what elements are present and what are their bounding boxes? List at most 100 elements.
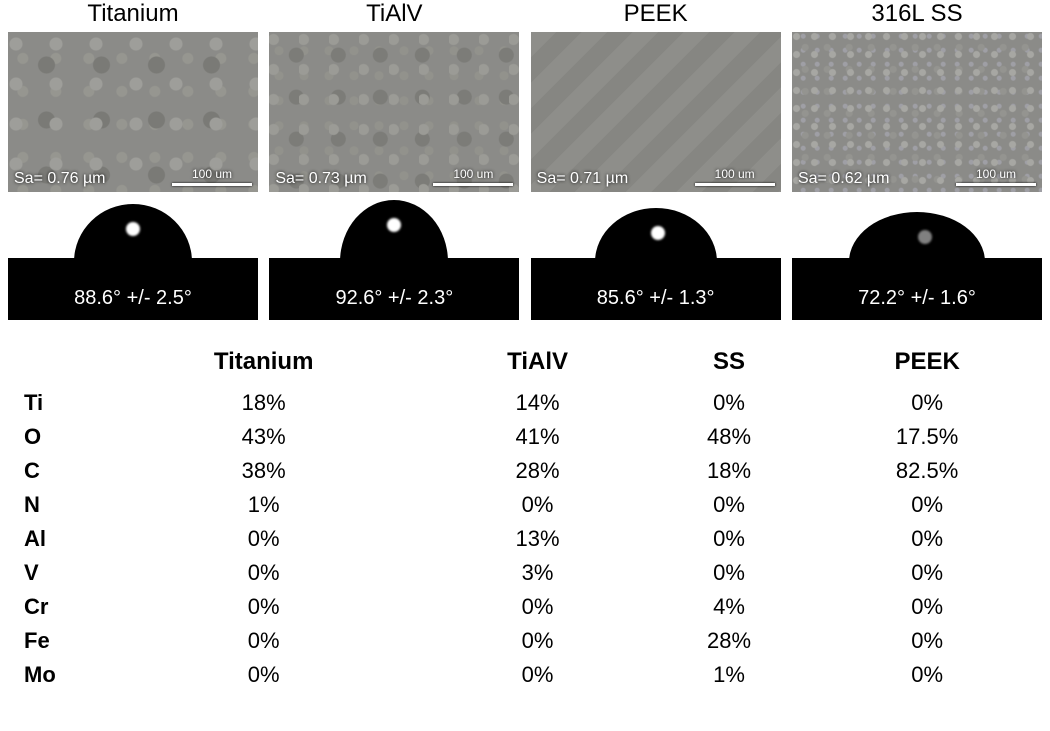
- composition-value: 0%: [812, 624, 1042, 658]
- sem-micrograph: Sa= 0.71 µm 100 um: [531, 32, 781, 192]
- panel-title: Titanium: [87, 0, 178, 28]
- composition-value: 0%: [429, 658, 646, 692]
- composition-value: 0%: [429, 624, 646, 658]
- panel-column: TiAlV Sa= 0.73 µm 100 um 92.6° +/- 2.3°: [269, 0, 519, 320]
- composition-value: 0%: [812, 522, 1042, 556]
- contact-angle-value: 92.6° +/- 2.3°: [269, 287, 519, 310]
- sem-micrograph: Sa= 0.76 µm 100 um: [8, 32, 258, 192]
- composition-value: 0%: [98, 556, 429, 590]
- table-row: Al0%13%0%0%: [8, 522, 1042, 556]
- composition-value: 17.5%: [812, 420, 1042, 454]
- composition-value: 13%: [429, 522, 646, 556]
- table-row: N1%0%0%0%: [8, 488, 1042, 522]
- element-symbol: C: [8, 454, 98, 488]
- composition-value: 43%: [98, 420, 429, 454]
- roughness-label: Sa= 0.71 µm: [537, 170, 629, 188]
- composition-value: 28%: [429, 454, 646, 488]
- scale-bar: [433, 183, 513, 186]
- contact-angle-image: 72.2° +/- 1.6°: [792, 200, 1042, 320]
- composition-value: 28%: [646, 624, 812, 658]
- composition-value: 38%: [98, 454, 429, 488]
- table-column-header: PEEK: [812, 344, 1042, 386]
- contact-angle-value: 88.6° +/- 2.5°: [8, 287, 258, 310]
- sem-micrograph: Sa= 0.73 µm 100 um: [269, 32, 519, 192]
- contact-angle-value: 72.2° +/- 1.6°: [792, 287, 1042, 310]
- composition-value: 0%: [812, 658, 1042, 692]
- element-symbol: Ti: [8, 386, 98, 420]
- composition-value: 0%: [98, 522, 429, 556]
- panel-column: 316L SS Sa= 0.62 µm 100 um 72.2° +/- 1.6°: [792, 0, 1042, 320]
- table-row: Ti18%14%0%0%: [8, 386, 1042, 420]
- sem-micrograph: Sa= 0.62 µm 100 um: [792, 32, 1042, 192]
- table-row: Cr0%0%4%0%: [8, 590, 1042, 624]
- scale-bar-label: 100 um: [433, 167, 513, 181]
- contact-angle-image: 85.6° +/- 1.3°: [531, 200, 781, 320]
- table-column-header: Titanium: [98, 344, 429, 386]
- scale-bar-group: 100 um: [172, 167, 252, 186]
- element-symbol: Mo: [8, 658, 98, 692]
- panel-column: Titanium Sa= 0.76 µm 100 um 88.6° +/- 2.5°: [8, 0, 258, 320]
- composition-value: 0%: [646, 556, 812, 590]
- contact-angle-image: 92.6° +/- 2.3°: [269, 200, 519, 320]
- droplet: [849, 212, 985, 262]
- scale-bar-group: 100 um: [433, 167, 513, 186]
- composition-value: 0%: [812, 590, 1042, 624]
- table-row: C38%28%18%82.5%: [8, 454, 1042, 488]
- scale-bar: [172, 183, 252, 186]
- composition-value: 41%: [429, 420, 646, 454]
- scale-bar: [695, 183, 775, 186]
- scale-bar-group: 100 um: [695, 167, 775, 186]
- composition-value: 0%: [98, 590, 429, 624]
- composition-value: 0%: [98, 624, 429, 658]
- table-row: O43%41%48%17.5%: [8, 420, 1042, 454]
- contact-angle-image: 88.6° +/- 2.5°: [8, 200, 258, 320]
- scale-bar-label: 100 um: [172, 167, 252, 181]
- roughness-label: Sa= 0.73 µm: [275, 170, 367, 188]
- figure-root: TitaniumSa= 0.76 µm100 um88.6° +/- 2.5°T…: [0, 0, 1050, 692]
- composition-value: 82.5%: [812, 454, 1042, 488]
- panel-title: PEEK: [624, 0, 688, 28]
- scale-bar: [956, 183, 1036, 186]
- composition-table-body: Ti18%14%0%0%O43%41%48%17.5%C38%28%18%82.…: [8, 386, 1042, 692]
- table-row: Fe0%0%28%0%: [8, 624, 1042, 658]
- panel-title: 316L SS: [871, 0, 962, 28]
- composition-value: 0%: [812, 556, 1042, 590]
- composition-value: 0%: [429, 488, 646, 522]
- element-symbol: Al: [8, 522, 98, 556]
- element-symbol: Cr: [8, 590, 98, 624]
- table-row: Mo0%0%1%0%: [8, 658, 1042, 692]
- composition-value: 1%: [98, 488, 429, 522]
- composition-value: 18%: [98, 386, 429, 420]
- scale-bar-label: 100 um: [695, 167, 775, 181]
- composition-value: 0%: [98, 658, 429, 692]
- composition-value: 0%: [429, 590, 646, 624]
- element-symbol: V: [8, 556, 98, 590]
- roughness-label: Sa= 0.62 µm: [798, 170, 890, 188]
- composition-value: 0%: [812, 488, 1042, 522]
- scale-bar-group: 100 um: [956, 167, 1036, 186]
- composition-table-head: TitaniumTiAlVSSPEEK: [8, 344, 1042, 386]
- panel-title: TiAlV: [366, 0, 422, 28]
- scale-bar-label: 100 um: [956, 167, 1036, 181]
- table-column-header: SS: [646, 344, 812, 386]
- composition-value: 0%: [646, 386, 812, 420]
- element-symbol: O: [8, 420, 98, 454]
- droplet-highlight: [918, 230, 932, 244]
- droplet-highlight: [126, 222, 140, 236]
- composition-value: 3%: [429, 556, 646, 590]
- element-symbol: N: [8, 488, 98, 522]
- composition-value: 1%: [646, 658, 812, 692]
- composition-header-row: TitaniumTiAlVSSPEEK: [8, 344, 1042, 386]
- table-corner-cell: [8, 344, 98, 386]
- composition-value: 4%: [646, 590, 812, 624]
- composition-value: 0%: [646, 522, 812, 556]
- element-symbol: Fe: [8, 624, 98, 658]
- contact-angle-value: 85.6° +/- 1.3°: [531, 287, 781, 310]
- composition-value: 14%: [429, 386, 646, 420]
- roughness-label: Sa= 0.76 µm: [14, 170, 106, 188]
- composition-value: 0%: [646, 488, 812, 522]
- droplet-highlight: [651, 226, 665, 240]
- composition-value: 48%: [646, 420, 812, 454]
- composition-value: 18%: [646, 454, 812, 488]
- composition-value: 0%: [812, 386, 1042, 420]
